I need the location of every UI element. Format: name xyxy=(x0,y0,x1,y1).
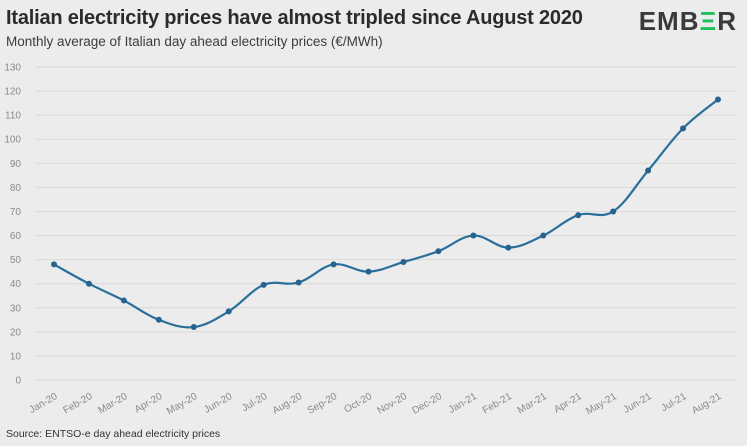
x-tick-label: Feb-21 xyxy=(481,391,514,417)
data-point xyxy=(120,297,127,304)
x-tick-label: Jan-20 xyxy=(28,391,60,416)
data-point xyxy=(85,280,92,287)
y-tick-label: 60 xyxy=(10,231,22,242)
y-tick-label: 10 xyxy=(10,351,22,362)
x-tick-label: Mar-21 xyxy=(516,391,549,417)
data-point xyxy=(715,96,721,103)
y-tick-label: 20 xyxy=(10,327,22,338)
data-point xyxy=(540,232,547,239)
x-tick-label: Jul-20 xyxy=(240,391,269,414)
data-point xyxy=(225,308,232,315)
x-tick-label: Jul-21 xyxy=(659,391,688,414)
y-tick-label: 50 xyxy=(10,255,22,266)
x-tick-label: Sep-20 xyxy=(306,391,340,417)
x-tick-label: Feb-20 xyxy=(62,391,95,417)
data-point xyxy=(400,259,407,266)
y-tick-label: 30 xyxy=(10,303,22,314)
x-tick-label: Aug-21 xyxy=(690,391,724,417)
x-tick-label: Apr-20 xyxy=(133,391,165,416)
data-point xyxy=(610,208,617,215)
price-series-line xyxy=(52,98,720,329)
y-tick-label: 90 xyxy=(10,159,22,170)
data-point xyxy=(51,261,57,268)
y-tick-label: 80 xyxy=(10,183,22,194)
data-point xyxy=(435,248,442,255)
chart-subtitle: Monthly average of Italian day ahead ele… xyxy=(6,34,383,49)
x-tick-label: May-20 xyxy=(165,391,200,417)
x-tick-label: Oct-20 xyxy=(343,391,375,416)
data-point xyxy=(190,324,197,331)
x-tick-label: Jun-21 xyxy=(622,391,654,416)
ember-logo: EMBΞR xyxy=(639,6,737,37)
y-tick-label: 70 xyxy=(10,207,22,218)
data-point xyxy=(505,244,512,251)
x-tick-label: Nov-20 xyxy=(376,391,410,417)
logo-text-end: R xyxy=(717,6,737,36)
x-tick-label: Dec-20 xyxy=(410,391,444,417)
y-tick-label: 120 xyxy=(4,87,21,98)
x-tick-label: Jan-21 xyxy=(447,391,479,416)
data-point xyxy=(680,125,687,132)
data-point xyxy=(260,281,267,288)
data-point xyxy=(155,316,162,323)
data-point xyxy=(295,279,302,286)
data-point xyxy=(645,167,652,174)
x-tick-label: Mar-20 xyxy=(96,391,129,417)
y-tick-label: 40 xyxy=(10,279,22,290)
chart-title: Italian electricity prices have almost t… xyxy=(6,7,583,29)
source-note: Source: ENTSO-e day ahead electricity pr… xyxy=(6,428,221,440)
logo-text-start: EMB xyxy=(638,6,700,36)
y-tick-label: 0 xyxy=(15,376,21,387)
y-tick-label: 100 xyxy=(4,135,21,146)
data-point xyxy=(365,268,372,275)
data-point xyxy=(330,261,337,268)
x-tick-label: Apr-21 xyxy=(552,391,584,416)
data-point xyxy=(575,212,582,219)
logo-accent-letter: Ξ xyxy=(699,6,718,36)
x-tick-label: Aug-20 xyxy=(271,391,305,417)
y-tick-label: 110 xyxy=(5,111,21,122)
data-point xyxy=(470,232,477,239)
x-tick-label: Jun-20 xyxy=(202,391,234,416)
x-tick-label: May-21 xyxy=(584,391,619,417)
y-tick-label: 130 xyxy=(4,63,21,74)
